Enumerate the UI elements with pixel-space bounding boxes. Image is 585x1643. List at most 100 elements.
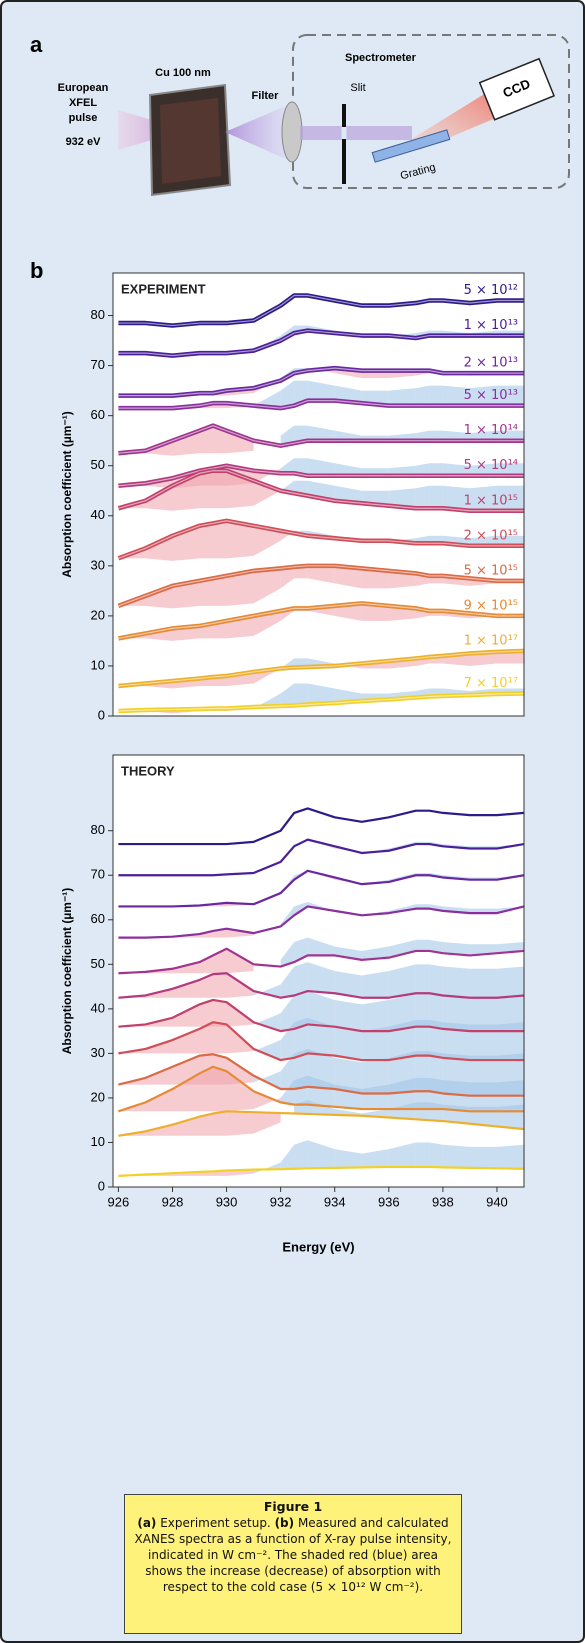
series-line bbox=[118, 1021, 524, 1062]
y-tick-label: 0 bbox=[98, 1178, 105, 1193]
difference-shade bbox=[280, 683, 295, 706]
beam bbox=[300, 126, 412, 140]
series-label: 5 × 10¹³ bbox=[464, 388, 518, 403]
difference-shade bbox=[334, 971, 362, 998]
difference-shade bbox=[226, 430, 254, 454]
series-line bbox=[118, 998, 524, 1033]
difference-shade bbox=[253, 984, 281, 998]
y-tick-label: 50 bbox=[91, 956, 105, 971]
difference-shade bbox=[294, 380, 308, 406]
series-line bbox=[118, 1165, 525, 1177]
series-line-core bbox=[118, 367, 524, 397]
difference-shade bbox=[361, 568, 389, 589]
difference-shade bbox=[442, 942, 470, 956]
series-line bbox=[118, 1110, 525, 1137]
difference-shade bbox=[213, 1066, 227, 1112]
difference-shade bbox=[213, 425, 227, 454]
difference-shade bbox=[213, 520, 227, 559]
y-tick-label: 40 bbox=[91, 507, 105, 522]
difference-shade bbox=[280, 380, 295, 409]
y-tick-label: 20 bbox=[91, 1089, 105, 1104]
difference-shade bbox=[334, 385, 362, 404]
difference-shade bbox=[388, 1102, 416, 1120]
series-line-core bbox=[118, 520, 524, 559]
y-tick-label: 0 bbox=[98, 707, 105, 722]
difference-shade bbox=[442, 1144, 470, 1168]
difference-shade bbox=[213, 973, 227, 998]
difference-shade bbox=[199, 425, 214, 454]
transmitted-beam bbox=[225, 105, 288, 160]
difference-shade bbox=[226, 1111, 254, 1136]
difference-shade bbox=[280, 1053, 295, 1090]
difference-shade bbox=[496, 430, 524, 441]
ccd-box bbox=[478, 57, 555, 121]
difference-shade bbox=[145, 585, 173, 609]
y-tick-label: 20 bbox=[91, 607, 105, 622]
y-tick-label: 40 bbox=[91, 1000, 105, 1015]
difference-shade bbox=[469, 997, 497, 1032]
difference-shade bbox=[280, 425, 295, 446]
source-label: XFEL bbox=[69, 97, 97, 109]
difference-shade bbox=[496, 463, 524, 476]
difference-shade bbox=[213, 999, 227, 1027]
difference-shade bbox=[213, 1022, 227, 1054]
series-label: 2 × 10¹³ bbox=[464, 356, 518, 371]
caption: Figure 1 (a) Experiment setup. (b) Measu… bbox=[124, 1494, 462, 1634]
series-line-core bbox=[118, 294, 524, 327]
difference-shade bbox=[213, 620, 227, 639]
difference-shade bbox=[145, 535, 173, 561]
difference-shade bbox=[199, 955, 214, 974]
difference-shade bbox=[172, 473, 200, 511]
difference-shade bbox=[496, 385, 524, 406]
caption-body: (a) Experiment setup. (b) Measured and c… bbox=[133, 1515, 453, 1595]
caption-text: Measured and calculated XANES spectra as… bbox=[134, 1516, 452, 1594]
difference-shade bbox=[307, 425, 335, 441]
difference-shade bbox=[226, 948, 254, 974]
difference-shade bbox=[361, 910, 389, 916]
series-line bbox=[118, 869, 525, 908]
difference-shade bbox=[415, 1142, 430, 1167]
series-line-core bbox=[118, 425, 524, 454]
series-label: 1 × 10¹⁴ bbox=[464, 423, 518, 438]
difference-shade bbox=[280, 906, 295, 927]
difference-shade bbox=[280, 1144, 295, 1170]
difference-shade bbox=[294, 962, 308, 996]
difference-shade bbox=[334, 1026, 362, 1061]
series-line bbox=[118, 838, 525, 877]
difference-shade bbox=[429, 939, 443, 954]
x-tick-label: 934 bbox=[324, 1194, 346, 1209]
difference-shade bbox=[253, 1112, 281, 1134]
difference-shade bbox=[280, 1080, 295, 1105]
spectrometer-box bbox=[292, 34, 570, 189]
plot-frame bbox=[112, 272, 525, 717]
difference-shade bbox=[280, 875, 295, 894]
filter-lens bbox=[281, 101, 303, 163]
series-line bbox=[118, 972, 525, 999]
difference-shade bbox=[307, 937, 335, 956]
difference-shade bbox=[442, 906, 470, 914]
difference-shade bbox=[294, 683, 308, 706]
difference-shade bbox=[172, 979, 200, 998]
difference-shade bbox=[429, 1142, 443, 1168]
y-axis-label: Absorption coefficient (µm⁻¹) bbox=[60, 411, 74, 578]
difference-shade bbox=[172, 1004, 200, 1027]
y-tick-label: 70 bbox=[91, 867, 105, 882]
x-tick-label: 926 bbox=[108, 1194, 130, 1209]
series-line bbox=[118, 947, 525, 975]
difference-shade bbox=[334, 430, 362, 441]
difference-shade bbox=[469, 1024, 497, 1061]
y-tick-label: 30 bbox=[91, 1045, 105, 1060]
difference-shade bbox=[307, 1100, 335, 1115]
difference-shade bbox=[199, 974, 214, 998]
difference-shade bbox=[307, 962, 335, 994]
difference-shade bbox=[429, 485, 443, 509]
x-axis-label: Energy (eV) bbox=[282, 1239, 354, 1254]
difference-shade bbox=[334, 603, 362, 621]
series-line-core bbox=[118, 565, 524, 607]
difference-shade bbox=[334, 565, 362, 589]
series-line-core bbox=[118, 400, 524, 409]
difference-shade bbox=[334, 1149, 362, 1168]
difference-shade bbox=[199, 578, 214, 606]
difference-shade bbox=[253, 1013, 281, 1032]
